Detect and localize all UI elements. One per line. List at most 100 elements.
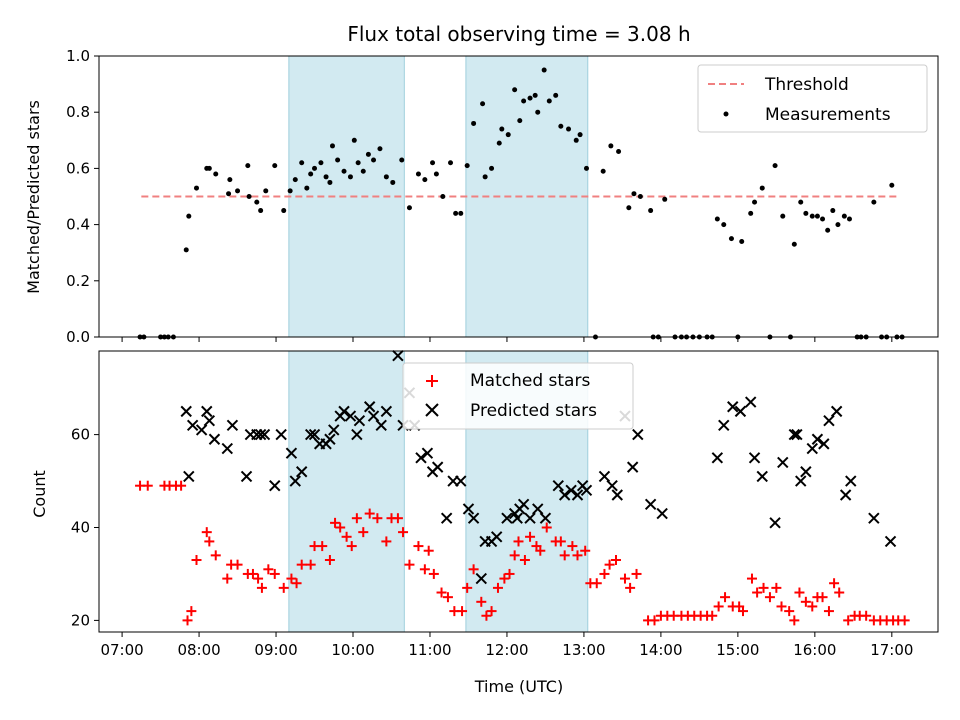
measurement-point [292,177,298,183]
matched-star-point [572,550,583,561]
predicted-star-point [748,452,761,464]
measurement-point [430,160,436,166]
matched-star-point [720,592,731,603]
measurement-point [287,188,293,194]
predicted-star-point [580,484,593,497]
x-tick-label: 07:00 [100,641,143,659]
matched-star-point [419,564,430,575]
predicted-star-point [415,452,427,464]
matched-star-point [351,513,362,524]
measurement-point [739,238,745,244]
chart-title: Flux total observing time = 3.08 h [347,22,690,46]
measurement-point [254,199,260,205]
measurement-point [415,171,421,177]
predicted-star-point [769,517,781,529]
legend-measurements-swatch [723,111,729,117]
measurement-point [889,182,895,188]
predicted-star-point [539,512,552,524]
predicted-star-point [240,470,253,483]
legend-matched-label: Matched stars [470,371,590,391]
matched-star-point [649,615,660,626]
measurement-point [814,213,820,219]
matched-star-point [176,480,187,491]
legend-matched-swatch [426,375,438,387]
matched-star-point [423,545,434,556]
predicted-star-point [380,405,393,418]
matched-star-point [752,587,763,598]
matched-star-point [247,568,258,579]
matched-star-point [610,555,621,566]
measurement-point [600,168,606,174]
predicted-star-point [208,433,221,445]
predicted-star-point [392,349,404,362]
matched-star-point [330,517,341,528]
predicted-star-point [221,442,233,455]
predicted-star-point [275,428,287,441]
matched-star-point [499,573,510,584]
predicted-star-point [440,512,453,524]
measurement-point [186,213,192,219]
matched-star-point [278,582,289,593]
measurement-point [318,160,324,166]
predicted-star-point [338,405,350,418]
matched-star-point [599,568,610,579]
predicted-star-point [421,447,434,459]
measurement-point [390,179,396,185]
matched-star-point [591,578,602,589]
matched-star-point [468,564,479,575]
predicted-star-point [656,507,668,520]
measurement-point [759,185,765,191]
measurement-point [489,165,495,171]
measurement-point [329,143,335,149]
matched-star-point [758,582,769,593]
measurement-point [798,199,804,205]
matched-star-point [364,508,375,519]
matched-star-point [317,541,328,552]
measurement-point [258,208,264,214]
predicted-star-point [800,466,812,478]
predicted-star-point [344,410,357,422]
bottom-legend: Matched stars Predicted stars [402,362,634,430]
matched-star-point [861,610,872,621]
matched-star-point [504,568,515,579]
matched-star-point [263,564,274,575]
matched-star-point [789,615,800,626]
top-panel: 0.0 0.2 0.4 0.6 0.8 1.0 Matched/Predicted sta… [24,47,939,346]
predicted-star-point [626,461,639,473]
matched-star-point [291,578,302,589]
measurement-point [422,177,428,183]
matched-star-point [817,592,828,603]
predicted-star-point [744,396,757,408]
x-tick-label: 14:00 [639,641,682,659]
count-points [135,349,910,626]
matched-star-point [519,555,530,566]
measurement-point [566,126,572,132]
matched-star-point [481,610,492,621]
matched-star-point [201,527,212,538]
predicted-star-point [552,479,564,492]
measurement-point [626,205,632,211]
matched-star-point [843,615,854,626]
measurement-point [772,163,778,169]
predicted-star-point [295,466,308,478]
measurement-point [458,210,464,216]
predicted-star-point [718,419,730,432]
matched-star-point [513,536,524,547]
measurement-point [406,205,412,211]
matched-star-point [834,587,845,598]
y-tick-label: 40 [71,518,90,536]
measurement-point [791,241,797,247]
matched-star-point [413,541,424,552]
measurement-point [752,199,758,205]
matched-star-point [462,582,473,593]
x-tick-label: 13:00 [562,641,605,659]
predicted-star-point [565,484,577,497]
measurement-point [351,137,357,143]
predicted-star-point [367,410,380,422]
measurement-point [213,171,219,177]
measurement-point [728,236,734,242]
measurement-point [183,247,189,253]
measurement-point [535,109,541,115]
matched-star-point [604,559,615,570]
